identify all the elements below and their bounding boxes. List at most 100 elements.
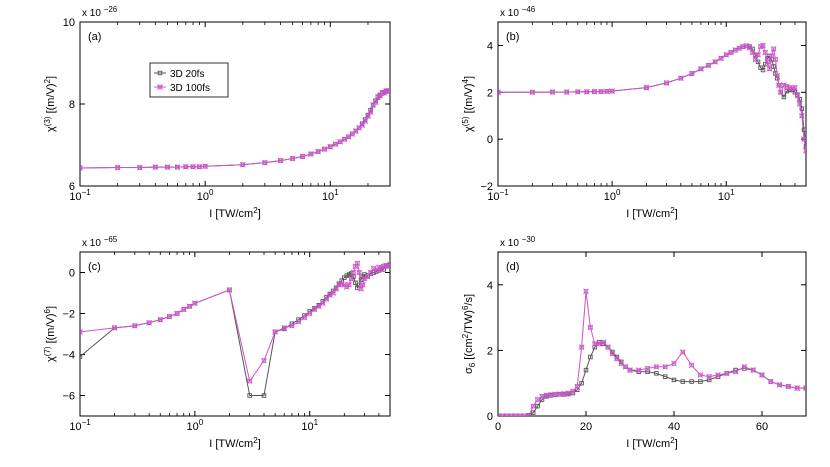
data-point-b-1 (598, 88, 604, 95)
data-point-a-1 (315, 148, 322, 155)
data-point-d-1 (583, 288, 589, 295)
data-point-a-1 (262, 159, 268, 166)
data-point-d-1 (578, 344, 585, 350)
data-point-c-1 (367, 269, 374, 276)
data-point-b-1 (604, 88, 610, 95)
data-point-b-1 (705, 62, 712, 69)
data-point-a-1 (359, 122, 366, 129)
data-point-d-1 (499, 413, 506, 416)
data-point-b-1 (777, 89, 784, 96)
x-tick-label-a: 10−1 (69, 188, 91, 203)
panel-c: 10−1 100 101 −6 −4 −2 0 x 10 −65 (c) I [TW/cm2] χ(… (43, 235, 391, 450)
panel-label-d: (d) (506, 261, 519, 273)
data-point-a-1 (196, 163, 203, 170)
data-point-c-1 (166, 313, 173, 320)
panel-b: 10−1 100 101 −2 0 2 4 x 10 −46 (b) I [TW/cm2] χ(5)… (461, 5, 807, 220)
y-tick-label-c: −2 (62, 309, 75, 321)
data-point-c-1 (146, 319, 152, 326)
data-point-d-1 (569, 388, 576, 395)
data-point-d-1 (605, 344, 611, 350)
data-point-a-1 (136, 164, 143, 171)
x-tick-label-d: 20 (580, 421, 592, 433)
data-point-d-1 (662, 363, 669, 370)
data-point-a-1 (277, 157, 284, 164)
data-point-d-1 (530, 403, 537, 410)
x-tick-label-c: 10−1 (69, 418, 91, 433)
data-point-b-0 (784, 88, 790, 94)
data-point-d-1 (776, 381, 783, 388)
data-point-a-1 (356, 124, 362, 131)
y-tick-label-b: 0 (487, 134, 493, 146)
data-point-b-1 (663, 80, 670, 86)
data-point-c-1 (180, 306, 187, 313)
x-tick-label-b: 100 (604, 188, 621, 203)
data-point-b-1 (803, 148, 806, 154)
data-point-d-0 (662, 374, 668, 379)
y-tick-label-c: −4 (62, 350, 75, 362)
data-point-b-1 (766, 66, 773, 72)
data-point-a-1 (152, 164, 159, 170)
data-point-c-1 (157, 316, 164, 323)
data-point-a-1 (332, 141, 339, 148)
data-point-d-1 (498, 413, 501, 416)
data-point-c-1 (281, 325, 288, 331)
data-point-a-1 (114, 164, 121, 171)
data-point-b-1 (792, 84, 798, 91)
data-point-c-0 (344, 273, 349, 278)
plot-frame-d (497, 251, 807, 417)
data-point-c-1 (226, 287, 233, 293)
x-tick-label-a: 101 (322, 188, 339, 203)
data-point-c-1 (373, 267, 380, 274)
data-point-d-1 (622, 363, 629, 370)
data-point-c-1 (348, 275, 355, 282)
data-point-b-1 (677, 75, 684, 82)
data-point-a-1 (327, 143, 334, 150)
data-point-d-0 (698, 379, 703, 384)
data-point-c-1 (295, 318, 302, 325)
y-exponent-a: x 10 −26 (82, 5, 118, 19)
data-point-c-0 (247, 393, 252, 398)
data-point-c-1 (323, 296, 330, 302)
data-point-d-0 (579, 380, 584, 386)
data-point-b-1 (796, 101, 803, 107)
data-point-b-1 (529, 89, 536, 96)
data-point-b-1 (764, 58, 771, 65)
plot-area-d (498, 288, 806, 416)
data-point-d-1 (767, 378, 774, 385)
data-point-a-1 (289, 155, 296, 162)
data-point-d-1 (715, 372, 721, 378)
data-point-d-1 (517, 413, 523, 416)
data-point-a-1 (190, 163, 196, 170)
data-point-a-1 (308, 151, 314, 157)
data-point-c-1 (111, 325, 118, 331)
data-point-d-1 (609, 350, 616, 357)
data-point-b-1 (574, 88, 581, 95)
panel-a: 10−1 100 101 6 8 10 x 10 −26 (a) I [TW/cm2] χ(3) … (43, 5, 391, 220)
data-point-d-1 (679, 349, 686, 355)
x-axis-label-d: I [TW/cm2] (626, 436, 678, 450)
data-point-d-0 (583, 367, 589, 373)
data-point-c-1 (358, 286, 364, 292)
y-tick-label-a: 8 (69, 99, 75, 111)
panel-label-a: (a) (88, 31, 101, 43)
data-point-b-1 (609, 88, 615, 94)
data-point-d-0 (535, 403, 540, 409)
data-point-c-1 (354, 260, 361, 267)
data-point-d-1 (785, 383, 792, 390)
x-tick-label-b: 10−1 (487, 188, 509, 203)
data-point-b-1 (774, 73, 781, 79)
data-point-a-1 (372, 99, 379, 106)
data-point-c-1 (246, 378, 253, 384)
y-tick-label-b: 4 (487, 40, 493, 52)
data-point-b-1 (799, 112, 805, 119)
y-tick-label-a: 10 (63, 17, 75, 29)
data-point-c-0 (261, 393, 267, 398)
data-point-b-1 (772, 56, 779, 63)
data-point-d-0 (689, 379, 694, 384)
data-point-a-1 (239, 161, 246, 168)
data-point-b-1 (746, 44, 753, 51)
plot-area-b (498, 42, 806, 154)
legend-entry-0: 3D 20fs (154, 69, 204, 80)
data-point-d-1 (556, 391, 563, 397)
data-point-d-1 (741, 363, 748, 370)
